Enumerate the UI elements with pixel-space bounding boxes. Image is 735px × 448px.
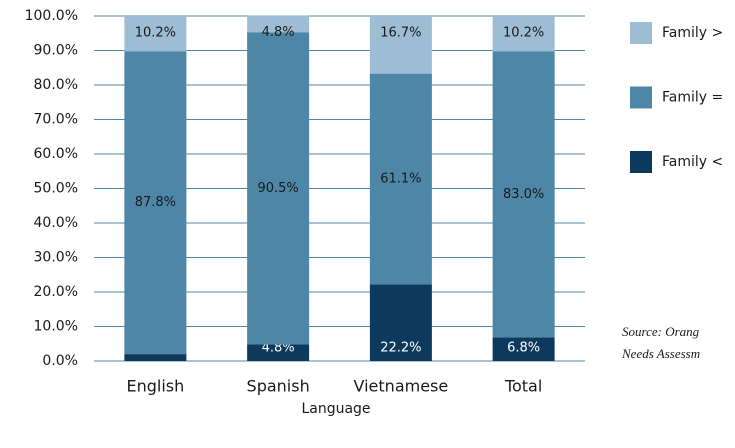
bar-segment — [124, 354, 187, 361]
source: Needs Assessm — [621, 346, 700, 361]
y-tick-label: 70.0% — [34, 112, 78, 128]
bar-segment — [124, 16, 187, 52]
y-tick-label: 30.0% — [34, 250, 78, 266]
bar-segment — [247, 32, 310, 345]
y-tick-label: 90.0% — [34, 43, 78, 59]
y-tick-label: 80.0% — [34, 77, 78, 93]
data-label: 16.7% — [380, 26, 421, 41]
legend-label: Family < — [662, 154, 723, 170]
bar-segment — [124, 51, 187, 355]
y-tick-label: 100.0% — [25, 8, 78, 24]
data-label: 87.8% — [135, 195, 176, 210]
data-label: 6.8% — [507, 341, 540, 356]
bar-segment — [247, 344, 310, 361]
data-label: 10.2% — [135, 26, 176, 41]
y-tick-label: 0.0% — [42, 353, 78, 369]
data-label: 83.0% — [503, 187, 544, 202]
data-label: 22.2% — [380, 341, 421, 356]
data-label: 4.8% — [262, 25, 295, 40]
y-tick-label: 40.0% — [34, 215, 78, 231]
legend-label: Family = — [662, 90, 723, 106]
y-tick-label: 10.0% — [34, 319, 78, 335]
x-tick-label: Total — [504, 377, 542, 396]
data-label: 61.1% — [380, 172, 421, 187]
bar-segment — [369, 284, 432, 361]
y-tick-label: 60.0% — [34, 146, 78, 162]
bar-segment — [492, 337, 555, 361]
bar-segment — [492, 51, 555, 338]
y-tick-label: 50.0% — [34, 181, 78, 197]
bar-segment — [369, 73, 432, 285]
x-axis-label: Language — [301, 401, 370, 417]
x-tick-label: Spanish — [247, 377, 310, 396]
bar-segment — [247, 15, 310, 33]
bar-segment — [369, 16, 432, 74]
x-tick-label: Vietnamese — [354, 377, 449, 396]
legend-swatch — [630, 86, 652, 109]
y-tick-label: 20.0% — [34, 284, 78, 300]
legend-swatch — [630, 151, 652, 173]
x-tick-label: English — [126, 377, 184, 396]
data-label: 90.5% — [257, 181, 298, 196]
legend-swatch — [630, 22, 652, 44]
bar-segment — [492, 16, 555, 52]
source: Source: Orang — [622, 324, 700, 339]
legend-label: Family > — [662, 25, 723, 41]
data-label: 10.2% — [503, 26, 544, 41]
